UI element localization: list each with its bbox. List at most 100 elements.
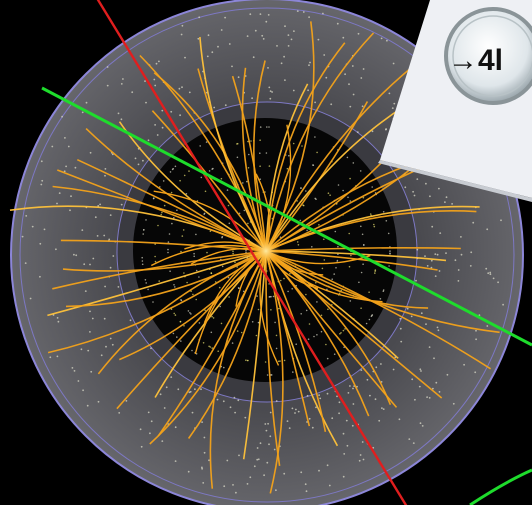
hit-dot bbox=[287, 34, 290, 36]
hit-dot bbox=[378, 419, 381, 422]
hit-dot bbox=[460, 253, 463, 256]
hit-dot bbox=[474, 371, 477, 374]
hit-dot bbox=[286, 420, 289, 422]
hit-dot bbox=[313, 335, 315, 338]
hit-dot bbox=[249, 13, 252, 16]
hit-dot bbox=[182, 229, 185, 231]
hit-dot bbox=[170, 191, 173, 194]
hit-dot bbox=[256, 295, 258, 297]
hit-dot bbox=[292, 89, 295, 92]
hit-dot bbox=[169, 270, 171, 273]
hit-dot bbox=[347, 392, 350, 394]
hit-dot bbox=[134, 157, 137, 160]
hit-dot bbox=[172, 167, 174, 170]
hit-dot bbox=[345, 419, 348, 422]
hit-dot bbox=[346, 156, 349, 159]
hit-dot bbox=[24, 262, 27, 264]
hit-dot bbox=[366, 378, 369, 381]
hit-dot bbox=[238, 454, 240, 457]
hit-dot bbox=[222, 400, 225, 403]
hit-dot bbox=[29, 297, 32, 300]
hit-dot bbox=[188, 91, 191, 94]
hit-dot bbox=[177, 388, 180, 391]
hit-dot bbox=[43, 228, 46, 231]
hit-dot bbox=[323, 54, 326, 56]
orange-track bbox=[197, 68, 267, 252]
hit-dot bbox=[351, 65, 354, 67]
hit-dot bbox=[296, 200, 298, 202]
hit-dot bbox=[386, 39, 388, 42]
hit-dot bbox=[416, 248, 419, 251]
hit-dot bbox=[363, 244, 365, 246]
hit-dot bbox=[289, 272, 291, 275]
hit-dot bbox=[221, 236, 223, 239]
hit-dot bbox=[181, 235, 184, 237]
hit-dot bbox=[278, 307, 280, 310]
hit-dot bbox=[311, 426, 314, 429]
hit-dot bbox=[200, 176, 203, 179]
hit-dot bbox=[276, 45, 278, 47]
hit-dot bbox=[77, 380, 80, 382]
hit-dot bbox=[265, 429, 268, 432]
hit-dot bbox=[176, 336, 178, 338]
hit-dot bbox=[326, 464, 329, 467]
orange-track bbox=[57, 169, 267, 252]
hit-dot bbox=[198, 276, 200, 278]
green-track bbox=[41, 86, 532, 347]
hit-dot bbox=[201, 467, 204, 470]
hit-dot bbox=[145, 219, 147, 221]
orange-track bbox=[199, 36, 267, 252]
hit-dot bbox=[408, 438, 411, 440]
hit-dot bbox=[339, 333, 341, 335]
hit-dot bbox=[457, 280, 460, 282]
hit-dot bbox=[382, 290, 385, 293]
hit-dot bbox=[410, 315, 413, 318]
hit-dot bbox=[203, 212, 206, 215]
hit-dot bbox=[99, 203, 101, 206]
hit-dot bbox=[385, 128, 387, 130]
orange-track bbox=[265, 124, 292, 252]
hit-dot bbox=[150, 347, 152, 350]
hit-dot bbox=[246, 483, 249, 485]
hit-dot bbox=[404, 186, 407, 189]
orange-track bbox=[265, 250, 370, 417]
hit-dot bbox=[122, 78, 124, 80]
hit-dot bbox=[382, 211, 385, 213]
hit-dot bbox=[163, 407, 166, 409]
hit-dot bbox=[63, 170, 66, 173]
hit-dot bbox=[187, 310, 190, 312]
hit-dot bbox=[312, 164, 315, 166]
hit-dot bbox=[269, 296, 271, 298]
hit-dot bbox=[430, 259, 433, 262]
hit-dot bbox=[307, 338, 310, 341]
hit-dot bbox=[382, 408, 385, 410]
inset-label: →4l bbox=[448, 44, 503, 77]
hit-dot bbox=[191, 349, 193, 352]
hit-dot bbox=[167, 248, 169, 251]
hit-dot bbox=[340, 332, 342, 334]
orange-track bbox=[265, 54, 428, 252]
orange-track bbox=[265, 32, 375, 252]
hit-dot bbox=[189, 390, 192, 393]
hit-dot bbox=[399, 327, 402, 330]
hit-dot bbox=[106, 66, 109, 68]
hit-dot bbox=[326, 392, 329, 395]
hit-dot bbox=[349, 385, 351, 387]
hit-dot bbox=[237, 399, 240, 402]
hit-dot bbox=[306, 394, 309, 397]
hit-dot bbox=[238, 212, 241, 215]
hit-dot bbox=[426, 396, 428, 398]
hit-dot bbox=[140, 445, 143, 448]
hit-dot bbox=[223, 485, 226, 488]
hit-dot bbox=[229, 406, 232, 409]
hit-dot bbox=[470, 251, 473, 254]
hit-dot bbox=[152, 301, 154, 303]
hit-dot bbox=[421, 425, 424, 427]
hit-dot bbox=[168, 233, 171, 235]
hit-dot bbox=[305, 309, 308, 312]
hit-dot bbox=[320, 314, 323, 317]
hit-dot bbox=[269, 97, 272, 100]
hit-dot bbox=[201, 466, 203, 469]
hit-dot bbox=[379, 298, 382, 300]
hit-dot bbox=[246, 180, 248, 183]
